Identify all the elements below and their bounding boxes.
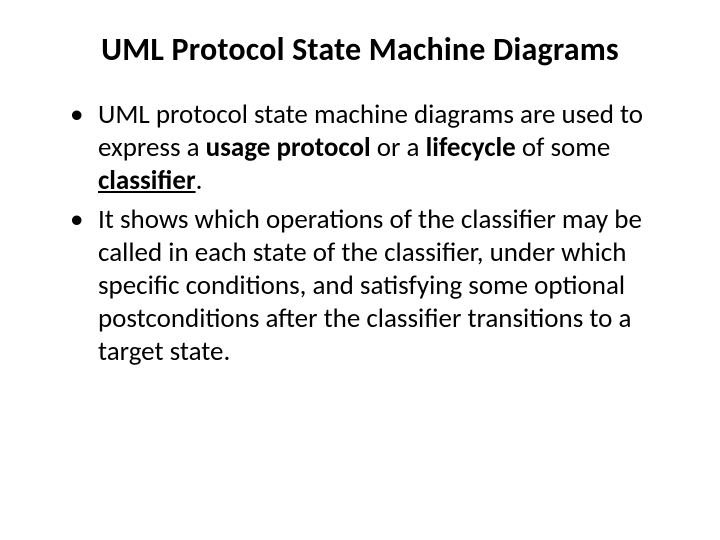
bullet-list: UML protocol state machine diagrams are …	[70, 99, 670, 369]
bullet-1-text-2: or a	[371, 131, 426, 164]
bullet-item-1: UML protocol state machine diagrams are …	[70, 99, 670, 198]
bullet-2-text: It shows which operations of the classif…	[98, 203, 642, 368]
bullet-1-text-4: .	[196, 164, 203, 197]
bullet-1-bold-1: usage protocol	[206, 131, 371, 164]
slide: UML Protocol State Machine Diagrams UML …	[0, 0, 720, 540]
bullet-item-2: It shows which operations of the classif…	[70, 204, 670, 369]
bullet-1-text-3: of some	[516, 131, 611, 164]
bullet-1-bold-2: lifecycle	[426, 131, 516, 164]
slide-title: UML Protocol State Machine Diagrams	[40, 30, 680, 69]
bullet-1-link-classifier[interactable]: classifier	[98, 164, 196, 197]
